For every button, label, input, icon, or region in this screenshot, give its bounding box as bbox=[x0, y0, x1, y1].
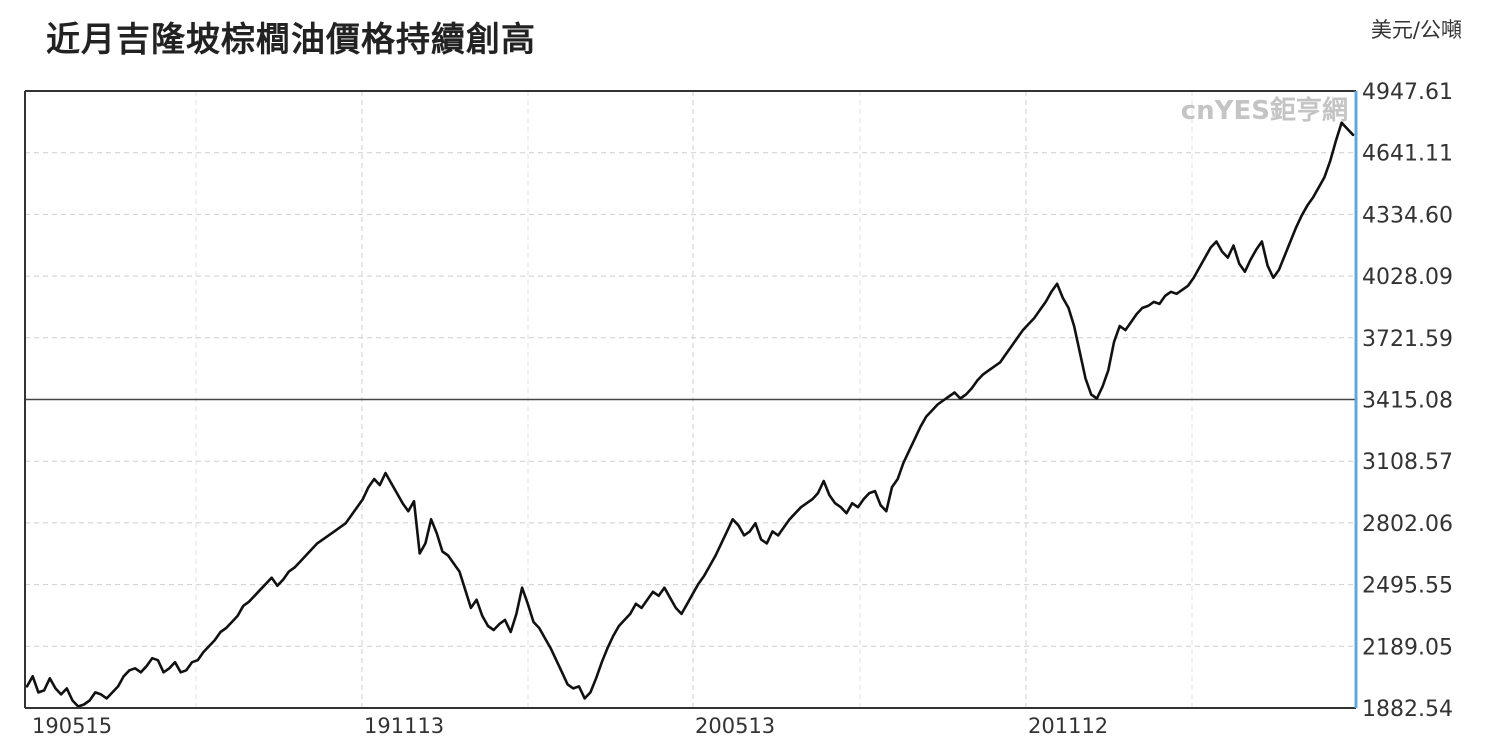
y-tick-label: 4028.09 bbox=[1362, 265, 1453, 290]
y-tick-label: 2802.06 bbox=[1362, 512, 1453, 537]
y-tick-label: 3721.59 bbox=[1362, 327, 1453, 352]
plot-frame bbox=[24, 90, 1358, 709]
x-tick-label: 201112 bbox=[1028, 714, 1108, 738]
x-axis-ticks: 190515 191113 200513 201112 bbox=[32, 714, 1108, 738]
y-tick-label: 2189.05 bbox=[1362, 635, 1453, 660]
y-tick-label: 4947.61 bbox=[1362, 80, 1453, 105]
y-tick-label: 4334.60 bbox=[1362, 203, 1453, 228]
series-line bbox=[25, 121, 1355, 708]
chart-title: 近月吉隆坡棕櫚油價格持續創高 bbox=[46, 20, 536, 60]
y-tick-label: 1882.54 bbox=[1362, 697, 1453, 722]
unit-label: 美元/公噸 bbox=[1370, 18, 1462, 42]
watermark: cnYES鉅亨網 bbox=[1181, 95, 1348, 126]
x-tick-label: 190515 bbox=[32, 714, 112, 738]
y-tick-label: 4641.11 bbox=[1362, 142, 1453, 167]
y-tick-label: 3108.57 bbox=[1362, 450, 1453, 475]
x-tick-label: 200513 bbox=[695, 714, 775, 738]
x-tick-label: 191113 bbox=[364, 714, 444, 738]
y-tick-label: 3415.08 bbox=[1362, 389, 1453, 414]
y-tick-label: 2495.55 bbox=[1362, 574, 1453, 599]
y-axis-ticks: 4947.61 4641.11 4334.60 4028.09 3721.59 3415.… bbox=[1362, 80, 1453, 722]
